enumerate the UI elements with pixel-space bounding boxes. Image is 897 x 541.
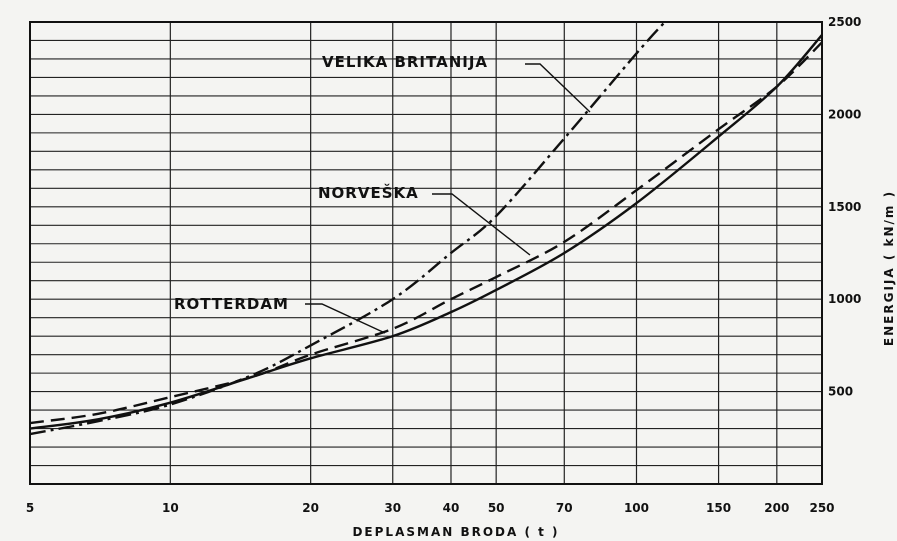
leader-line-2 (432, 193, 531, 256)
series-label-1: VELIKA BRITANIJA (322, 53, 488, 71)
x-tick-label: 100 (624, 501, 649, 515)
y-tick-label: 2500 (828, 15, 861, 29)
x-tick-label: 10 (162, 501, 179, 515)
x-tick-label: 20 (302, 501, 319, 515)
x-tick-label: 250 (809, 501, 834, 515)
series-layer (29, 21, 823, 436)
x-tick-label: 150 (706, 501, 731, 515)
x-tick-label: 5 (26, 501, 34, 515)
y-axis-title: ENERGIJA ( kN/m ) (882, 190, 896, 346)
leader-line-3 (305, 303, 386, 334)
leader-line-1 (525, 63, 591, 113)
x-tick-label: 40 (443, 501, 460, 515)
y-tick-label: 500 (828, 385, 853, 399)
x-tick-label: 70 (556, 501, 573, 515)
y-tick-label: 1000 (828, 292, 861, 306)
grid-lines (30, 22, 822, 484)
y-tick-label: 1500 (828, 200, 861, 214)
x-axis-title: DEPLASMAN BRODA ( t ) (352, 525, 559, 539)
series-label-2: NORVEŠKA (318, 183, 419, 202)
y-axis-ticks: 500 1000 1500 2000 2500 (828, 15, 861, 399)
series-labels: VELIKA BRITANIJA NORVEŠKA ROTTERDAM (174, 53, 591, 334)
y-tick-label: 2000 (828, 107, 861, 121)
series-line-2 (29, 41, 823, 425)
series-label-3: ROTTERDAM (174, 295, 289, 313)
x-axis-ticks: 5 10 20 30 40 50 70 100 150 200 250 (26, 501, 835, 515)
x-tick-label: 200 (764, 501, 789, 515)
x-tick-label: 50 (488, 501, 505, 515)
plot-frame (29, 21, 823, 485)
x-tick-label: 30 (384, 501, 401, 515)
series-line-3 (29, 34, 823, 430)
series-line-1 (29, 21, 666, 436)
